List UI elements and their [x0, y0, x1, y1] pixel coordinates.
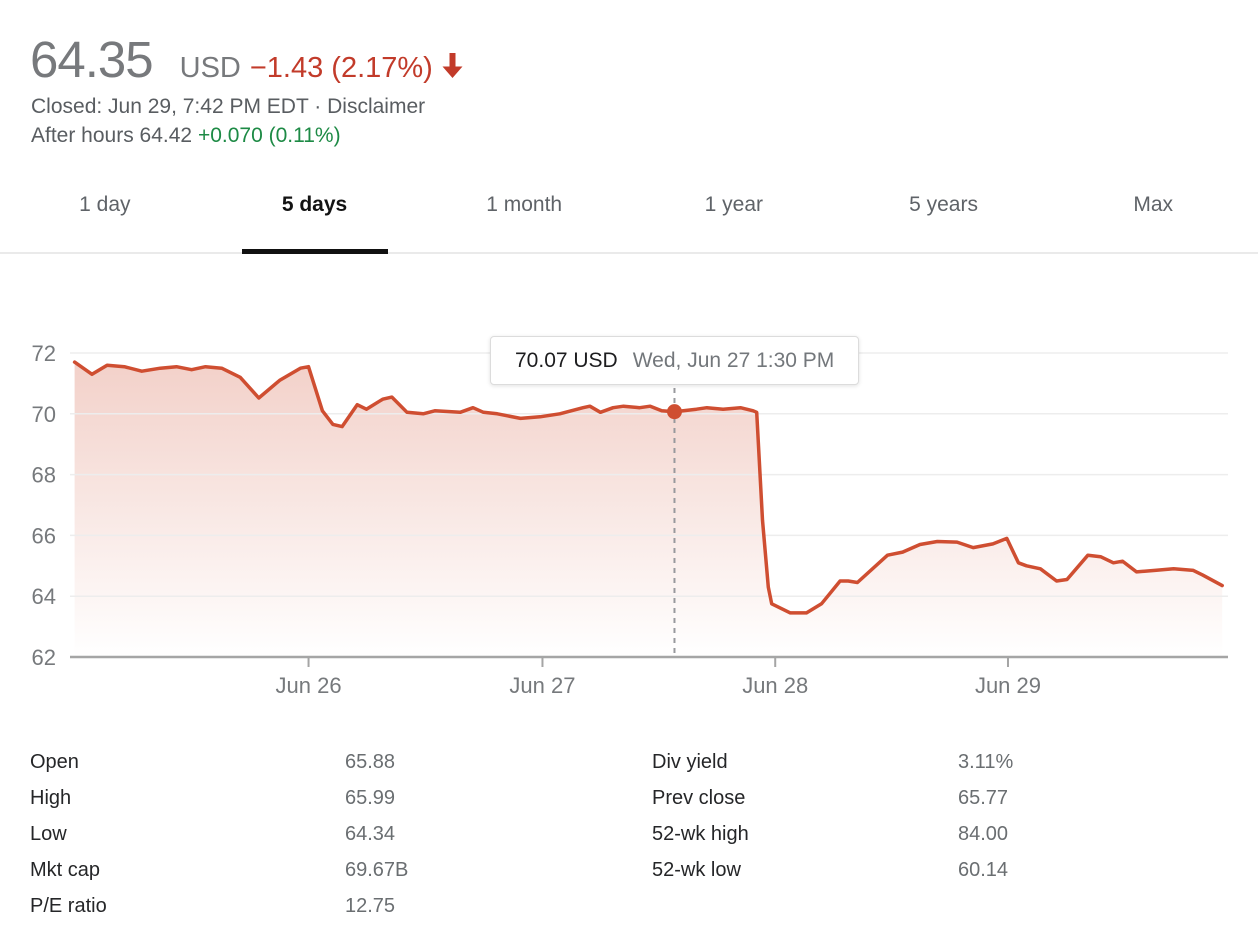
x-axis-label-jun-27: Jun 27 [509, 673, 575, 698]
stat-label: Div yield [652, 751, 728, 773]
marker-dot [666, 404, 682, 420]
market-status-row: Closed: Jun 29, 7:42 PM EDT · Disclaimer [31, 95, 425, 119]
stat-row-high: High 65.99 [30, 780, 460, 816]
stat-label: 52-wk low [652, 859, 741, 881]
range-tabs: 1 day 5 days 1 month 1 year 5 years Max [0, 180, 1258, 254]
tab-1-month[interactable]: 1 month [486, 193, 563, 216]
stat-label: Low [30, 823, 67, 845]
stat-row-p-e-ratio: P/E ratio 12.75 [30, 888, 460, 924]
current-price: 64.35 [30, 31, 154, 88]
stat-value: 60.14 [958, 859, 1009, 881]
y-axis-label-70: 70 [32, 402, 56, 427]
tab-1-year[interactable]: 1 year [704, 193, 764, 216]
stat-label: Prev close [652, 787, 746, 809]
stat-row-open: Open 65.88 [30, 744, 460, 780]
stat-label: 52-wk high [652, 823, 749, 845]
y-axis-label-64: 64 [32, 584, 56, 609]
stat-row-div-yield: Div yield 3.11% [652, 744, 1082, 780]
stat-label: Open [30, 751, 79, 773]
price-row: 64.35 USD −1.43 (2.17%) [30, 34, 465, 85]
stat-value: 65.77 [958, 787, 1009, 809]
stat-value: 65.88 [345, 751, 396, 773]
price-chart: 72 70 68 66 64 62 Jun 26 Jun 27 Jun 28 Jun 29 70.… [0, 300, 1258, 710]
tooltip-time: Wed, Jun 27 1:30 PM [632, 348, 835, 372]
price-change: −1.43 (2.17%) [249, 52, 433, 84]
tab-5-days[interactable]: 5 days [210, 180, 420, 252]
currency-label: USD [179, 52, 241, 84]
stat-row-prev-close: Prev close 65.77 [652, 780, 1082, 816]
tab-max[interactable]: Max [1133, 193, 1174, 216]
stat-label: P/E ratio [30, 895, 107, 917]
x-axis-label-jun-26: Jun 26 [276, 673, 342, 698]
y-axis-label-62: 62 [32, 645, 56, 670]
stat-value: 3.11% [958, 751, 1014, 773]
area-fill [74, 362, 1223, 657]
x-axis-label-jun-28: Jun 28 [742, 673, 808, 698]
stat-label: High [30, 787, 72, 809]
chart-canvas[interactable]: 72 70 68 66 64 62 Jun 26 Jun 27 Jun 28 Jun 29 [0, 300, 1258, 710]
y-axis-label-68: 68 [32, 463, 56, 488]
stat-value: 69.67B [345, 859, 409, 881]
stats-column-right: Div yield 3.11% Prev close 65.77 52-wk high 8… [652, 744, 1082, 888]
x-axis-label-jun-29: Jun 29 [975, 673, 1041, 698]
stat-value: 64.34 [345, 823, 396, 845]
after-hours-price: After hours 64.42 [31, 124, 193, 147]
stat-row-52-wk-high: 52-wk high 84.00 [652, 816, 1082, 852]
arrow-down-icon [440, 52, 465, 84]
stats-column-left: Open 65.88 High 65.99 Low 64.34 Mkt cap 69.67B P… [30, 744, 460, 924]
stat-row-52-wk-low: 52-wk low 60.14 [652, 852, 1082, 888]
market-status: Closed: Jun 29, 7:42 PM EDT [31, 95, 309, 118]
stat-row-low: Low 64.34 [30, 816, 460, 852]
y-axis-label-66: 66 [32, 523, 56, 548]
tooltip-price: 70.07 USD [515, 348, 618, 372]
price-line [72, 360, 1224, 615]
y-axis-label-72: 72 [32, 341, 56, 366]
after-hours-row: After hours 64.42 +0.070 (0.11%) [31, 124, 341, 148]
disclaimer-link[interactable]: Disclaimer [327, 95, 426, 118]
dot-separator: · [314, 95, 322, 118]
stat-row-mkt-cap: Mkt cap 69.67B [30, 852, 460, 888]
stat-value: 65.99 [345, 787, 396, 809]
chart-tooltip: 70.07 USD Wed, Jun 27 1:30 PM [490, 336, 860, 385]
after-hours-change: +0.070 (0.11%) [197, 124, 341, 147]
stat-value: 12.75 [345, 895, 396, 917]
tab-5-years[interactable]: 5 years [909, 193, 978, 216]
tab-1-day[interactable]: 1 day [79, 193, 131, 216]
stat-value: 84.00 [958, 823, 1009, 845]
stat-label: Mkt cap [30, 859, 101, 881]
